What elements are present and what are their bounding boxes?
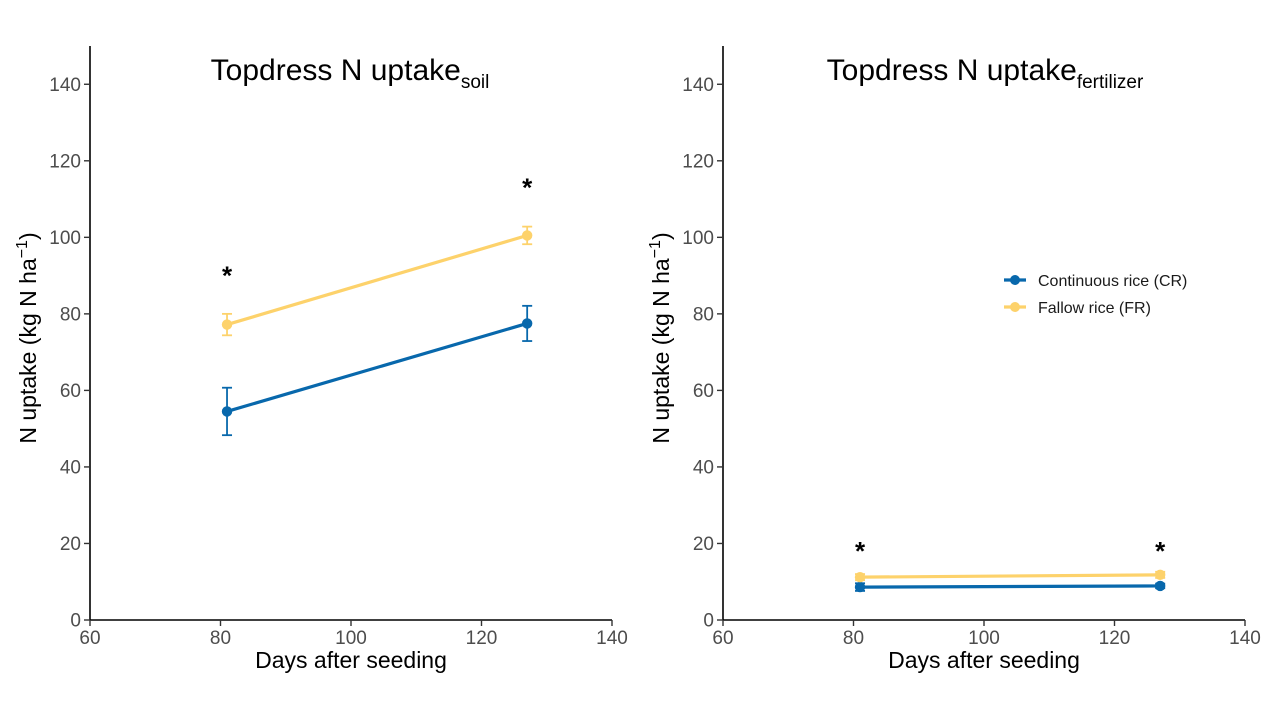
y-axis-title-main: N uptake (kg N ha [15,258,41,444]
x-tick-label: 120 [1099,628,1131,649]
x-tick-label: 60 [79,628,100,649]
chart-title: Topdress N uptakefertilizer [827,54,1144,93]
x-tick-label: 60 [712,628,733,649]
y-tick-label: 40 [60,457,81,478]
series-line [225,321,529,414]
x-tick-label: 140 [1229,628,1261,649]
legend-item-cr: Continuous rice (CR) [1004,273,1187,290]
significance-asterisk: * [855,536,866,566]
x-tick-label: 120 [466,628,498,649]
chart-title-main: Topdress N uptake [827,54,1077,87]
data-point [221,406,233,417]
data-point [1154,569,1166,581]
y-tick-label: 120 [49,151,81,172]
legend-label: Fallow rice (FR) [1038,300,1151,317]
y-tick-label: 140 [682,75,714,96]
y-tick-label: 60 [60,381,81,402]
x-axis-title: Days after seeding [255,647,447,673]
significance-asterisk: * [222,261,233,291]
y-tick-label: 100 [49,228,81,249]
y-tick-label: 140 [49,75,81,96]
y-tick-label: 20 [60,534,81,555]
legend-marker [1010,275,1020,285]
y-axis-title-main: N uptake (kg N ha [648,258,674,444]
y-axis-title-close: ) [15,232,41,240]
y-tick-label: 120 [682,151,714,172]
chart-title-subscript: fertilizer [1077,72,1144,93]
y-tick-label: 40 [693,457,714,478]
data-point [1154,580,1166,592]
legend-label: Continuous rice (CR) [1038,273,1187,290]
data-point [521,318,533,329]
y-axis-title-superscript: −1 [647,240,664,258]
series-line [225,233,529,327]
y-tick-label: 0 [70,611,81,632]
y-axis-title: N uptake (kg N ha−1) [14,232,41,443]
y-tick-label: 100 [682,228,714,249]
data-point [854,581,866,593]
chart-title: Topdress N uptakesoil [211,54,490,93]
panel-soil: 0 20 40 60 80 100 120 140 60 80 100 120 140 Topdress … [14,46,628,673]
series-cr [221,304,533,437]
data-point [521,230,533,241]
x-tick-label: 140 [596,628,628,649]
chart-title-main: Topdress N uptake [211,54,461,87]
y-tick-label: 80 [693,304,714,325]
x-tick-label: 100 [335,628,367,649]
y-axis-title-superscript: −1 [14,240,31,258]
panel-fertilizer: 0 20 40 60 80 100 120 140 60 80 100 120 140 Topdress … [647,46,1261,673]
legend-item-fr: Fallow rice (FR) [1004,300,1151,317]
legend: Continuous rice (CR) Fallow rice (FR) [1004,273,1187,317]
y-tick-label: 0 [703,611,714,632]
x-axis-title: Days after seeding [888,647,1080,673]
series-fr [221,225,533,337]
x-tick-label: 100 [968,628,1000,649]
chart-title-subscript: soil [461,72,490,93]
series-line [858,573,1162,579]
series-fr [854,569,1166,583]
y-tick-label: 20 [693,534,714,555]
x-tick-label: 80 [210,628,231,649]
y-tick-label: 80 [60,304,81,325]
significance-asterisk: * [522,173,533,203]
legend-marker [1010,302,1020,312]
series-cr [854,580,1166,593]
significance-asterisk: * [1155,536,1166,566]
y-axis-title: N uptake (kg N ha−1) [647,232,674,443]
data-point [221,319,233,330]
y-axis-title-close: ) [648,232,674,240]
series-line [858,584,1162,589]
y-tick-label: 60 [693,381,714,402]
x-tick-label: 80 [843,628,864,649]
data-point [854,571,866,583]
